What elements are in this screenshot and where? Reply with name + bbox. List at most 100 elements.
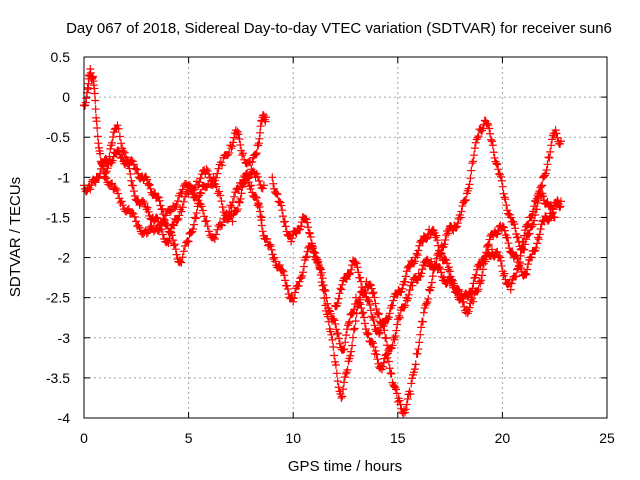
- data-point: [548, 208, 557, 217]
- data-point: [389, 333, 398, 342]
- data-point: [169, 220, 178, 229]
- data-point: [246, 184, 255, 193]
- data-point: [538, 181, 547, 190]
- data-point: [368, 337, 377, 346]
- data-point: [257, 221, 266, 230]
- data-point: [387, 369, 396, 378]
- data-point: [485, 124, 494, 133]
- data-point: [90, 89, 99, 98]
- data-point: [133, 165, 142, 174]
- data-point: [473, 133, 482, 142]
- data-point: [441, 255, 450, 264]
- data-point: [152, 213, 161, 222]
- data-point: [415, 338, 424, 347]
- data-point: [470, 144, 479, 153]
- data-point: [267, 245, 276, 254]
- data-point: [379, 358, 388, 367]
- data-point: [176, 257, 185, 266]
- data-point: [374, 329, 383, 338]
- data-point: [214, 164, 223, 173]
- data-point: [251, 150, 260, 159]
- data-point: [196, 174, 205, 183]
- data-point: [433, 236, 442, 245]
- data-point: [227, 203, 236, 212]
- y-tick-label: -3.5: [46, 370, 70, 386]
- data-point: [365, 297, 374, 306]
- data-point: [342, 275, 351, 284]
- data-point: [282, 281, 291, 290]
- data-point: [305, 229, 314, 238]
- data-point: [499, 189, 508, 198]
- data-point: [160, 216, 169, 225]
- data-point: [352, 259, 361, 268]
- data-point: [337, 393, 346, 402]
- data-point: [402, 400, 411, 409]
- x-axis-title: GPS time / hours: [288, 458, 402, 475]
- data-point: [348, 341, 357, 350]
- data-point: [357, 304, 366, 313]
- data-point: [374, 309, 383, 318]
- data-point: [556, 137, 565, 146]
- data-point: [289, 297, 298, 306]
- x-tick-label: 15: [390, 430, 406, 446]
- data-point: [543, 160, 552, 169]
- data-point: [364, 295, 373, 304]
- data-point: [262, 113, 271, 122]
- data-point: [202, 216, 211, 225]
- data-point: [190, 213, 199, 222]
- data-point: [504, 239, 513, 248]
- data-point: [371, 299, 380, 308]
- data-point: [417, 269, 426, 278]
- data-point: [227, 144, 236, 153]
- data-point: [187, 228, 196, 237]
- data-point: [317, 278, 326, 287]
- data-point: [94, 174, 103, 183]
- data-point: [524, 260, 533, 269]
- data-point: [266, 242, 275, 251]
- data-point: [498, 182, 507, 191]
- data-point: [159, 217, 168, 226]
- data-point: [112, 185, 121, 194]
- data-point: [117, 197, 126, 206]
- data-point: [177, 189, 186, 198]
- data-point: [489, 148, 498, 157]
- data-point: [382, 350, 391, 359]
- data-point: [403, 294, 412, 303]
- data-point: [495, 251, 504, 260]
- data-point: [146, 184, 155, 193]
- data-point: [294, 281, 303, 290]
- data-point: [542, 165, 551, 174]
- y-tick-label: -2: [58, 250, 71, 266]
- data-point: [499, 271, 508, 280]
- data-point: [270, 253, 279, 262]
- data-point: [550, 213, 559, 222]
- data-point: [335, 289, 344, 298]
- data-point: [556, 197, 565, 206]
- data-point: [376, 323, 385, 332]
- data-point: [501, 275, 510, 284]
- data-point: [472, 135, 481, 144]
- data-point: [273, 190, 282, 199]
- data-point: [440, 240, 449, 249]
- data-point: [170, 240, 179, 249]
- data-point: [424, 294, 433, 303]
- data-point: [271, 257, 280, 266]
- data-point: [492, 230, 501, 239]
- data-point: [100, 169, 109, 178]
- data-point: [290, 294, 299, 303]
- data-point: [535, 230, 544, 239]
- data-point: [551, 126, 560, 135]
- data-point: [366, 301, 375, 310]
- y-tick-label: -2.5: [46, 290, 70, 306]
- data-point: [366, 306, 375, 315]
- data-point: [218, 161, 227, 170]
- data-point: [481, 257, 490, 266]
- data-point: [161, 211, 170, 220]
- data-point: [340, 378, 349, 387]
- data-point: [93, 132, 102, 141]
- data-point: [346, 269, 355, 278]
- data-point: [334, 383, 343, 392]
- data-point: [545, 153, 554, 162]
- data-point: [400, 277, 409, 286]
- data-point: [144, 181, 153, 190]
